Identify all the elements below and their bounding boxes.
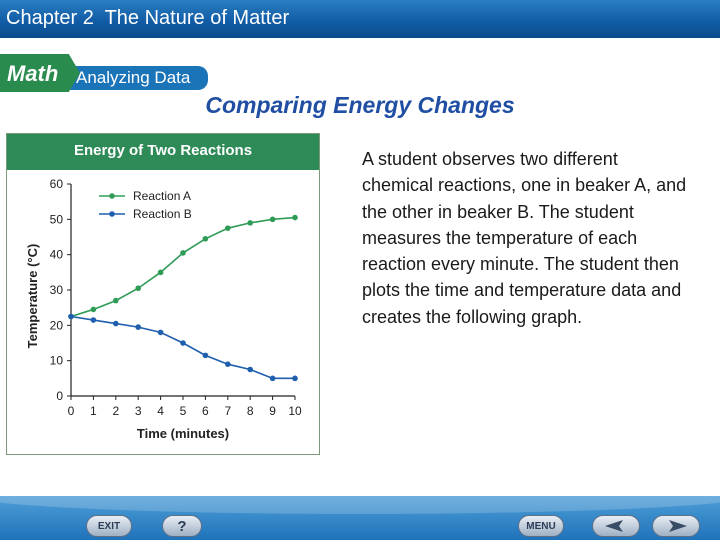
analyzing-data-tab: Analyzing Data <box>62 66 208 90</box>
data-point-reaction-b <box>157 329 164 336</box>
data-point-reaction-a <box>225 225 231 231</box>
menu-label: MENU <box>526 520 556 532</box>
y-tick-label: 0 <box>56 389 63 403</box>
y-tick-label: 30 <box>50 283 64 297</box>
series-line-reaction-a <box>70 216 296 318</box>
data-point-reaction-a <box>269 216 276 223</box>
x-tick-label: 3 <box>135 404 142 418</box>
data-point-reaction-b <box>90 317 97 323</box>
y-tick-label: 60 <box>50 177 64 191</box>
legend-label: Reaction B <box>133 207 192 221</box>
data-point-reaction-a <box>90 306 97 313</box>
data-point-reaction-a <box>202 235 209 242</box>
data-point-reaction-b <box>202 352 209 359</box>
math-label: Math <box>7 61 59 86</box>
help-button[interactable]: ? <box>162 515 202 537</box>
x-tick-label: 0 <box>68 404 75 418</box>
data-point-reaction-b <box>247 366 253 373</box>
data-point-reaction-b <box>269 375 276 382</box>
menu-button[interactable]: MENU <box>518 515 564 537</box>
x-tick-label: 10 <box>288 404 302 418</box>
slide-title: Comparing Energy Changes <box>205 92 515 118</box>
data-point-reaction-a <box>180 250 186 256</box>
data-point-reaction-b <box>68 313 74 320</box>
data-point-reaction-a <box>247 220 253 226</box>
x-tick-label: 1 <box>90 404 97 418</box>
y-tick-label: 10 <box>50 354 64 368</box>
chart-title: Energy of Two Reactions <box>73 142 253 159</box>
footer-decoration <box>0 496 720 514</box>
x-tick-label: 4 <box>157 404 164 418</box>
y-tick-label: 20 <box>50 318 64 332</box>
data-point-reaction-a <box>113 297 119 304</box>
data-point-reaction-b <box>225 361 231 367</box>
data-point-reaction-a <box>135 285 141 292</box>
y-tick-label: 40 <box>50 248 64 262</box>
previous-button[interactable] <box>592 515 640 537</box>
x-tick-label: 8 <box>247 404 254 418</box>
data-point-reaction-a <box>292 214 298 221</box>
chart-panel: Energy of Two Reactions 0 1 2 3 4 5 6 7 8 9 10 0 10 2… <box>6 133 320 455</box>
x-tick-label: 2 <box>112 404 119 418</box>
section-banner: Analyzing Data Math <box>0 46 220 92</box>
data-point-reaction-b <box>135 324 141 330</box>
legend-marker <box>109 193 115 199</box>
x-tick-label: 5 <box>180 404 187 418</box>
exit-button[interactable]: EXIT <box>86 515 132 537</box>
y-axis-label: Temperature (°C) <box>25 244 40 349</box>
chapter-title: Chapter 2 The Nature of Matter <box>6 7 290 29</box>
slide-description: A student observes two different chemica… <box>362 149 687 327</box>
header-bar: Chapter 2 The Nature of Matter <box>0 0 720 38</box>
series-line-reaction-b <box>70 315 295 380</box>
x-axis-label: Time (minutes) <box>137 426 229 441</box>
x-tick-label: 6 <box>202 404 209 418</box>
legend-marker <box>109 211 115 217</box>
data-point-reaction-b <box>180 340 186 346</box>
left-arrow-icon <box>605 520 623 532</box>
math-tab: Math <box>0 54 80 92</box>
x-tick-label: 7 <box>224 404 231 418</box>
x-tick-label: 9 <box>269 404 276 418</box>
data-point-reaction-b <box>113 320 119 327</box>
data-point-reaction-b <box>292 375 298 382</box>
data-point-reaction-a <box>157 269 164 276</box>
next-button[interactable] <box>652 515 700 537</box>
help-label: ? <box>177 517 187 535</box>
y-tick-label: 50 <box>50 212 64 226</box>
analyzing-data-label: Analyzing Data <box>76 68 191 87</box>
right-arrow-icon <box>669 520 687 532</box>
line-chart: 0 1 2 3 4 5 6 7 8 9 10 0 10 20 30 40 50 60 Time (minutes) T… <box>25 177 302 441</box>
exit-label: EXIT <box>97 520 121 532</box>
chart-header: Energy of Two Reactions <box>7 134 319 170</box>
legend-label: Reaction A <box>133 189 191 203</box>
